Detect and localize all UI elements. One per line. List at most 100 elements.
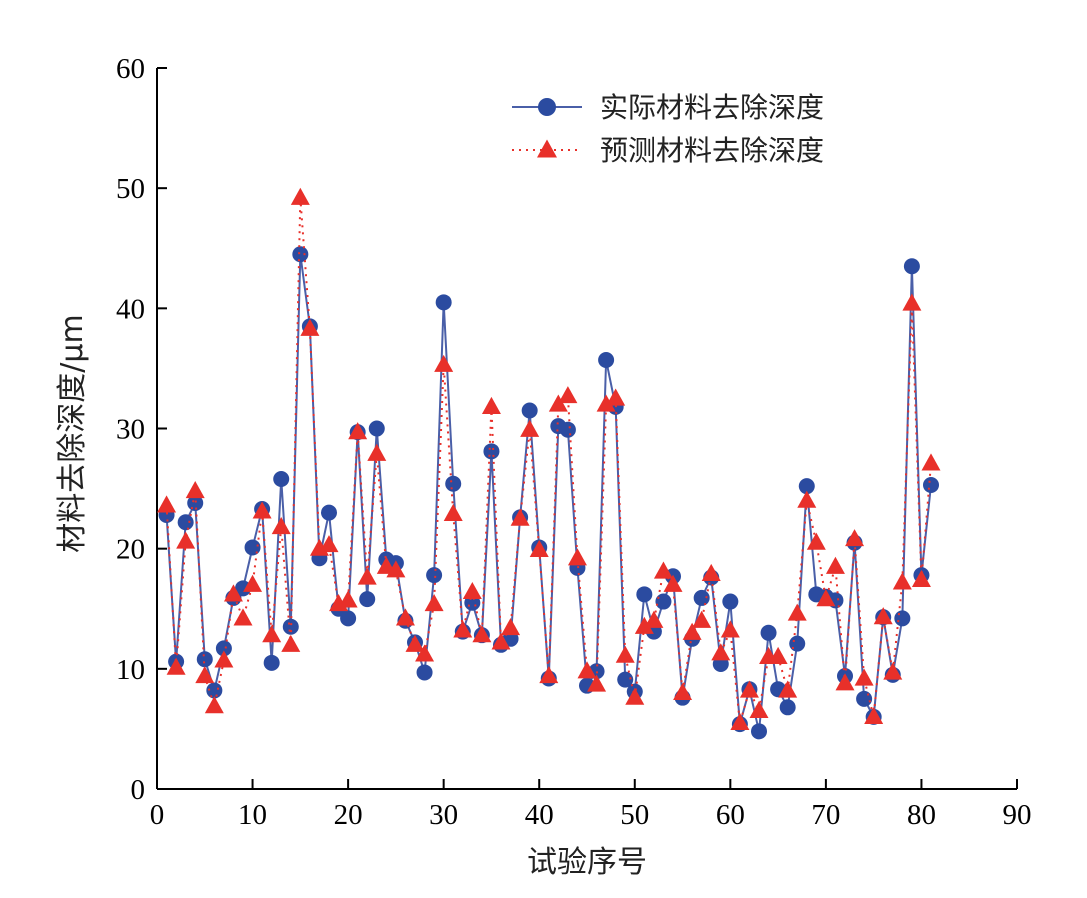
y-tick-label: 60 bbox=[116, 53, 145, 85]
data-point bbox=[711, 643, 731, 661]
data-point bbox=[235, 580, 251, 597]
data-point bbox=[491, 632, 511, 650]
data-point bbox=[921, 453, 941, 471]
legend-label: 实际材料去除深度 bbox=[600, 91, 824, 124]
y-tick-label: 10 bbox=[116, 654, 145, 686]
data-point bbox=[806, 532, 826, 550]
data-point bbox=[340, 610, 357, 627]
data-point bbox=[760, 624, 777, 641]
legend-item-2: 预测材料去除深度 bbox=[512, 134, 824, 167]
data-point bbox=[166, 657, 186, 675]
data-point bbox=[244, 539, 261, 556]
data-point bbox=[424, 593, 444, 612]
data-point bbox=[615, 645, 635, 663]
data-point bbox=[567, 548, 587, 566]
data-point bbox=[722, 593, 739, 610]
data-point bbox=[177, 514, 194, 531]
data-point bbox=[606, 388, 626, 406]
data-point bbox=[263, 654, 280, 671]
data-point bbox=[778, 680, 798, 698]
data-point bbox=[894, 610, 911, 627]
data-point bbox=[386, 560, 406, 578]
data-point bbox=[405, 634, 425, 652]
data-point bbox=[243, 574, 263, 592]
y-axis-title: 材料去除深度/μm bbox=[55, 314, 90, 552]
data-point bbox=[292, 246, 309, 263]
data-point bbox=[273, 470, 290, 487]
data-point bbox=[252, 501, 272, 519]
data-point bbox=[701, 563, 721, 582]
data-point bbox=[558, 386, 578, 404]
data-point bbox=[367, 443, 387, 461]
series-2 bbox=[157, 187, 941, 731]
data-point bbox=[443, 503, 463, 521]
data-point bbox=[768, 646, 788, 664]
data-point bbox=[282, 618, 299, 635]
data-point bbox=[233, 608, 253, 626]
data-point bbox=[825, 556, 845, 574]
y-tick-label: 20 bbox=[116, 534, 145, 566]
x-tick-label: 0 bbox=[150, 799, 165, 831]
data-point bbox=[617, 671, 634, 688]
data-point bbox=[271, 517, 291, 535]
x-tick-label: 70 bbox=[811, 799, 840, 831]
data-point bbox=[720, 620, 740, 638]
data-point bbox=[892, 572, 912, 590]
data-point bbox=[395, 608, 415, 626]
data-point bbox=[739, 680, 759, 698]
legend-marker bbox=[538, 98, 556, 116]
data-point bbox=[816, 589, 836, 607]
data-point bbox=[223, 584, 243, 602]
data-point bbox=[577, 661, 597, 679]
series-line bbox=[165, 254, 932, 732]
data-point bbox=[911, 569, 931, 588]
data-point bbox=[903, 258, 920, 275]
data-point bbox=[798, 478, 815, 495]
data-point bbox=[195, 666, 215, 684]
data-point bbox=[587, 674, 607, 692]
y-tick-label: 30 bbox=[116, 414, 145, 446]
x-tick-label: 30 bbox=[429, 799, 458, 831]
data-point bbox=[692, 610, 712, 628]
legend-label: 预测材料去除深度 bbox=[600, 134, 824, 167]
data-point bbox=[873, 607, 893, 625]
x-tick-label: 50 bbox=[620, 799, 649, 831]
data-point bbox=[751, 723, 767, 740]
axes: 0 10 20 30 40 50 60 0 10 20 30 40 50 60 70 80 90 bbox=[116, 53, 1032, 831]
data-point bbox=[368, 420, 385, 437]
data-point bbox=[196, 651, 213, 668]
data-point bbox=[864, 706, 884, 725]
data-point bbox=[644, 610, 664, 628]
data-point bbox=[462, 581, 482, 600]
x-tick-label: 80 bbox=[907, 799, 936, 831]
data-point bbox=[510, 508, 530, 526]
data-point bbox=[416, 664, 433, 681]
y-tick-label: 0 bbox=[131, 774, 146, 806]
data-point bbox=[787, 603, 807, 621]
y-tick-label: 50 bbox=[116, 173, 145, 205]
data-point bbox=[682, 622, 702, 640]
x-axis-title: 试验序号 bbox=[527, 845, 647, 880]
data-point bbox=[176, 531, 196, 549]
data-point bbox=[290, 187, 310, 205]
data-point bbox=[426, 567, 443, 584]
data-point bbox=[856, 690, 873, 707]
data-point bbox=[357, 567, 377, 585]
data-point bbox=[520, 419, 540, 437]
y-tick-label: 40 bbox=[116, 293, 145, 325]
data-point bbox=[281, 634, 301, 652]
data-point bbox=[693, 589, 710, 606]
data-point bbox=[559, 421, 576, 438]
data-point bbox=[596, 394, 616, 412]
data-point bbox=[300, 318, 320, 336]
legend-item-1: 实际材料去除深度 bbox=[512, 91, 824, 124]
data-point bbox=[548, 394, 568, 412]
data-point bbox=[845, 529, 865, 547]
data-point bbox=[902, 293, 922, 311]
data-point bbox=[415, 644, 435, 662]
x-tick-label: 20 bbox=[334, 799, 363, 831]
data-point bbox=[157, 495, 177, 513]
data-point bbox=[321, 504, 337, 521]
